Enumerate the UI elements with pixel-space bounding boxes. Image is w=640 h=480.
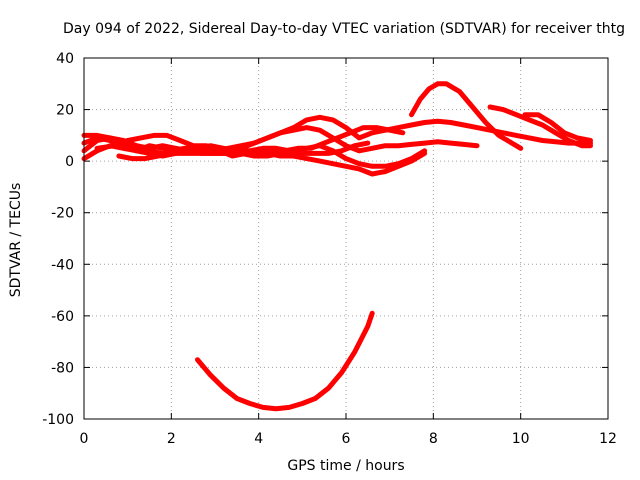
series-line-3	[81, 135, 428, 169]
y-tick-label: 0	[65, 154, 74, 170]
series-group	[81, 81, 593, 412]
x-tick-label: 10	[512, 431, 530, 447]
y-tick-label: -40	[51, 257, 74, 273]
series-line-10	[195, 310, 375, 412]
chart-title: Day 094 of 2022, Sidereal Day-to-day VTE…	[63, 21, 625, 37]
y-tick-label: 40	[56, 51, 74, 67]
x-axis-label: GPS time / hours	[287, 458, 404, 474]
y-axis-label: SDTVAR / TECUs	[8, 183, 24, 298]
series-line-5	[116, 140, 371, 162]
y-tick-label: -20	[51, 206, 74, 222]
y-tick-label: -80	[51, 360, 74, 376]
x-tick-label: 12	[599, 431, 617, 447]
series-line-6	[94, 125, 406, 159]
grid	[84, 58, 608, 419]
y-tick-label: -100	[42, 412, 74, 428]
series-line-9	[522, 112, 593, 143]
x-tick-label: 0	[80, 431, 89, 447]
y-tick-label: -60	[51, 309, 74, 325]
series-line-8	[487, 104, 593, 149]
series-line-7	[409, 81, 524, 151]
y-tick-label: 20	[56, 103, 74, 119]
x-axis-ticks: 0 2 4 6 8 10 12	[80, 58, 617, 447]
y-axis-ticks: 40 20 0 -20 -40 -60 -80 -100	[42, 51, 608, 428]
x-tick-label: 2	[167, 431, 176, 447]
x-tick-label: 8	[429, 431, 438, 447]
x-tick-label: 6	[342, 431, 351, 447]
x-tick-label: 4	[254, 431, 263, 447]
